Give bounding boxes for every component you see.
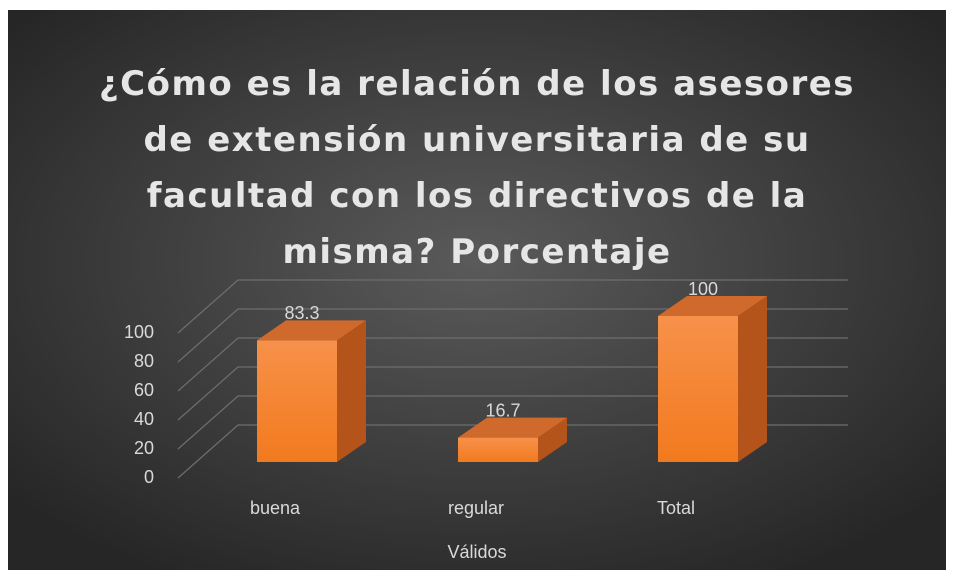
grid-line — [177, 424, 848, 479]
data-label: 16.7 — [485, 400, 520, 420]
bar-side — [738, 296, 767, 462]
grid-line — [177, 337, 848, 392]
data-label: 83.3 — [284, 303, 319, 323]
bar-front — [257, 340, 337, 462]
bar-top — [458, 417, 567, 438]
grid-line — [177, 395, 848, 450]
bar — [458, 417, 567, 462]
data-label: 100 — [688, 279, 718, 299]
bar — [257, 320, 366, 462]
y-tick-label: 80 — [134, 351, 154, 371]
bar-side — [538, 417, 567, 462]
x-axis-label: Válidos — [447, 542, 506, 562]
chart-title: ¿Cómo es la relación de los asesores de … — [98, 64, 856, 272]
y-tick-label: 60 — [134, 380, 154, 400]
y-tick-label: 20 — [134, 438, 154, 458]
bar-front — [658, 316, 738, 462]
bar-front — [458, 437, 538, 462]
bar-top — [257, 320, 366, 341]
bar-top — [658, 296, 767, 316]
bar — [658, 296, 767, 462]
y-tick-label: 100 — [124, 322, 154, 342]
grid-line — [177, 366, 848, 421]
x-tick-label: regular — [448, 498, 504, 518]
y-tick-label: 0 — [144, 467, 154, 487]
grid-line — [177, 308, 848, 363]
x-tick-label: Total — [657, 498, 695, 518]
grid-line — [177, 279, 848, 334]
chart-background — [8, 10, 946, 570]
x-tick-label: buena — [250, 498, 301, 518]
bar-side — [337, 320, 366, 462]
y-tick-label: 40 — [134, 409, 154, 429]
